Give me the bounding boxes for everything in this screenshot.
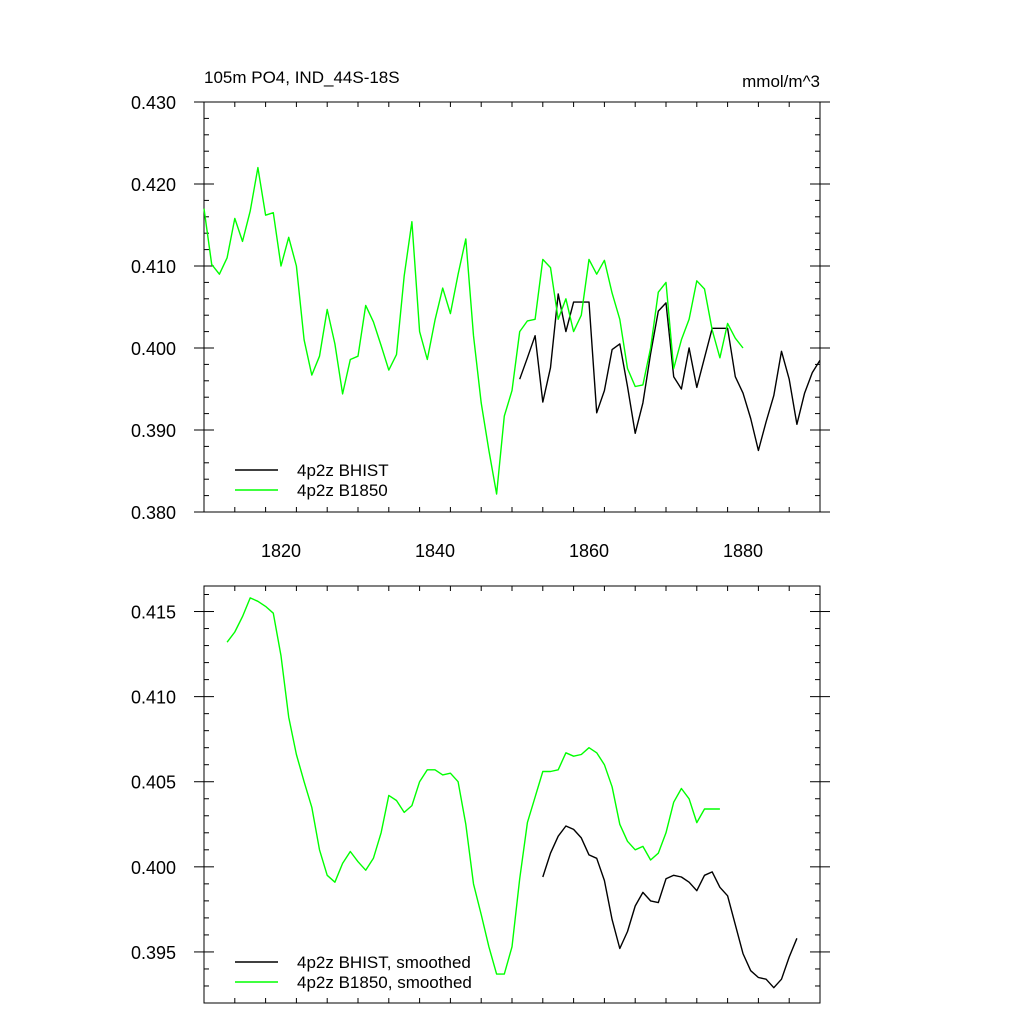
bottom-legend-label-b1850: 4p2z B1850, smoothed xyxy=(297,973,472,992)
top-y-tick-label: 0.410 xyxy=(131,257,176,277)
top-chart-title: 105m PO4, IND_44S-18S xyxy=(204,68,400,87)
top-series-b1850-line xyxy=(203,166,744,495)
top-y-tick-label: 0.400 xyxy=(131,339,176,359)
bottom-series-b1850-line xyxy=(226,597,720,975)
top-y-tick-label: 0.430 xyxy=(131,93,176,113)
top-y-tick-label: 0.420 xyxy=(131,175,176,195)
bottom-y-tick-label: 0.400 xyxy=(131,858,176,878)
top-plot-frame xyxy=(203,101,821,513)
top-y-tick-label: 0.380 xyxy=(131,503,176,523)
top-y-tick-label: 0.390 xyxy=(131,421,176,441)
bottom-y-tick-label: 0.415 xyxy=(131,603,176,623)
top-x-tick-label: 1860 xyxy=(569,541,609,561)
bottom-legend: 4p2z BHIST, smoothed 4p2z B1850, smoothe… xyxy=(235,953,472,992)
top-legend: 4p2z BHIST 4p2z B1850 xyxy=(235,461,389,500)
top-panel: 1820 1840 1860 1880 0.380 0.390 0.400 0.410 0.42… xyxy=(131,93,830,561)
bottom-series-bhist-line xyxy=(542,825,798,989)
bottom-panel: 0.395 0.400 0.405 0.410 0.415 xyxy=(131,585,830,1004)
bottom-y-tick-label: 0.405 xyxy=(131,773,176,793)
top-chart-units: mmol/m^3 xyxy=(742,72,820,91)
bottom-y-tick-label: 0.395 xyxy=(131,943,176,963)
top-x-tick-label: 1820 xyxy=(261,541,301,561)
bottom-y-tick-label: 0.410 xyxy=(131,688,176,708)
bottom-plot-frame xyxy=(203,585,821,1004)
top-series-bhist-line xyxy=(519,293,821,452)
bottom-legend-label-bhist: 4p2z BHIST, smoothed xyxy=(297,953,471,972)
top-x-tick-label: 1880 xyxy=(723,541,763,561)
top-legend-label-bhist: 4p2z BHIST xyxy=(297,461,389,480)
top-legend-label-b1850: 4p2z B1850 xyxy=(297,481,388,500)
top-x-tick-label: 1840 xyxy=(415,541,455,561)
